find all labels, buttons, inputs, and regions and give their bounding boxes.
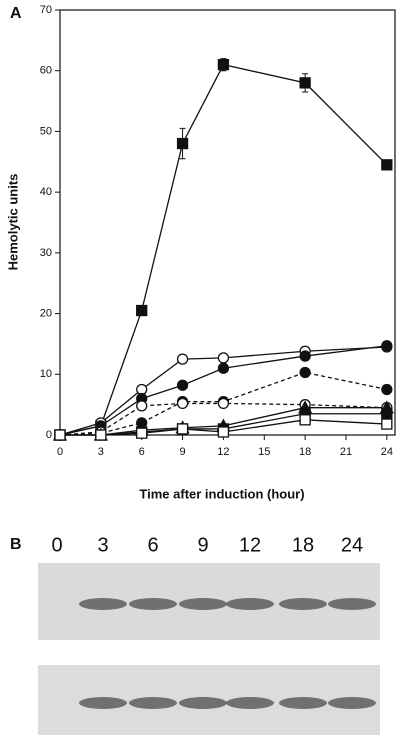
blot-band xyxy=(129,697,177,709)
marker xyxy=(299,350,311,362)
marker xyxy=(176,379,189,391)
marker xyxy=(217,362,230,374)
marker xyxy=(217,352,230,364)
x-tick-label: 21 xyxy=(340,446,352,458)
y-tick-label: 70 xyxy=(40,4,52,16)
x-tick-label: 18 xyxy=(299,446,311,458)
marker xyxy=(381,383,393,396)
y-tick-label: 50 xyxy=(40,125,52,137)
blot-band xyxy=(179,697,227,709)
blot-band xyxy=(226,697,274,709)
marker xyxy=(217,426,230,438)
marker xyxy=(136,427,148,439)
marker xyxy=(381,418,393,430)
marker xyxy=(217,58,230,71)
lane-label: 12 xyxy=(239,534,261,556)
blot-band xyxy=(328,598,376,610)
marker xyxy=(136,304,148,317)
x-tick-label: 3 xyxy=(98,446,104,458)
marker xyxy=(95,429,107,441)
x-tick-label: 15 xyxy=(258,446,270,458)
marker xyxy=(299,77,311,89)
blot-band xyxy=(79,697,127,709)
blot-band xyxy=(226,598,274,610)
y-tick-label: 60 xyxy=(40,65,52,77)
blot-band xyxy=(129,598,177,610)
panel-label: B xyxy=(10,536,22,553)
marker xyxy=(176,353,189,365)
marker xyxy=(299,366,311,379)
x-tick-label: 24 xyxy=(381,446,393,458)
lane-label: 18 xyxy=(292,534,314,556)
lane-label: 0 xyxy=(51,534,62,556)
lane-label: 3 xyxy=(97,534,108,556)
blot-band xyxy=(79,598,127,610)
blot-band xyxy=(328,697,376,709)
x-tick-label: 6 xyxy=(139,446,145,458)
y-tick-label: 0 xyxy=(46,429,52,441)
marker xyxy=(299,414,311,426)
marker xyxy=(54,429,66,441)
panel-label: A xyxy=(10,5,22,22)
blot-band xyxy=(279,598,327,610)
lane-label: 6 xyxy=(147,534,158,556)
x-tick-label: 12 xyxy=(217,446,229,458)
blot-band xyxy=(279,697,327,709)
marker xyxy=(176,397,189,410)
marker xyxy=(217,397,230,410)
marker xyxy=(381,159,393,171)
x-axis-label: Time after induction (hour) xyxy=(139,486,304,501)
lane-label: 9 xyxy=(197,534,208,556)
lane-label: 24 xyxy=(341,534,363,556)
y-tick-label: 30 xyxy=(40,247,52,259)
x-tick-label: 0 xyxy=(57,446,63,458)
y-tick-label: 40 xyxy=(40,186,52,198)
marker xyxy=(136,400,148,412)
blot-band xyxy=(179,598,227,610)
y-tick-label: 20 xyxy=(40,307,52,319)
marker xyxy=(176,137,189,150)
marker xyxy=(381,340,393,352)
x-tick-label: 9 xyxy=(179,446,185,458)
marker xyxy=(381,408,393,420)
y-tick-label: 10 xyxy=(40,368,52,380)
y-axis-label: Hemolytic units xyxy=(5,174,20,271)
marker xyxy=(176,423,189,435)
